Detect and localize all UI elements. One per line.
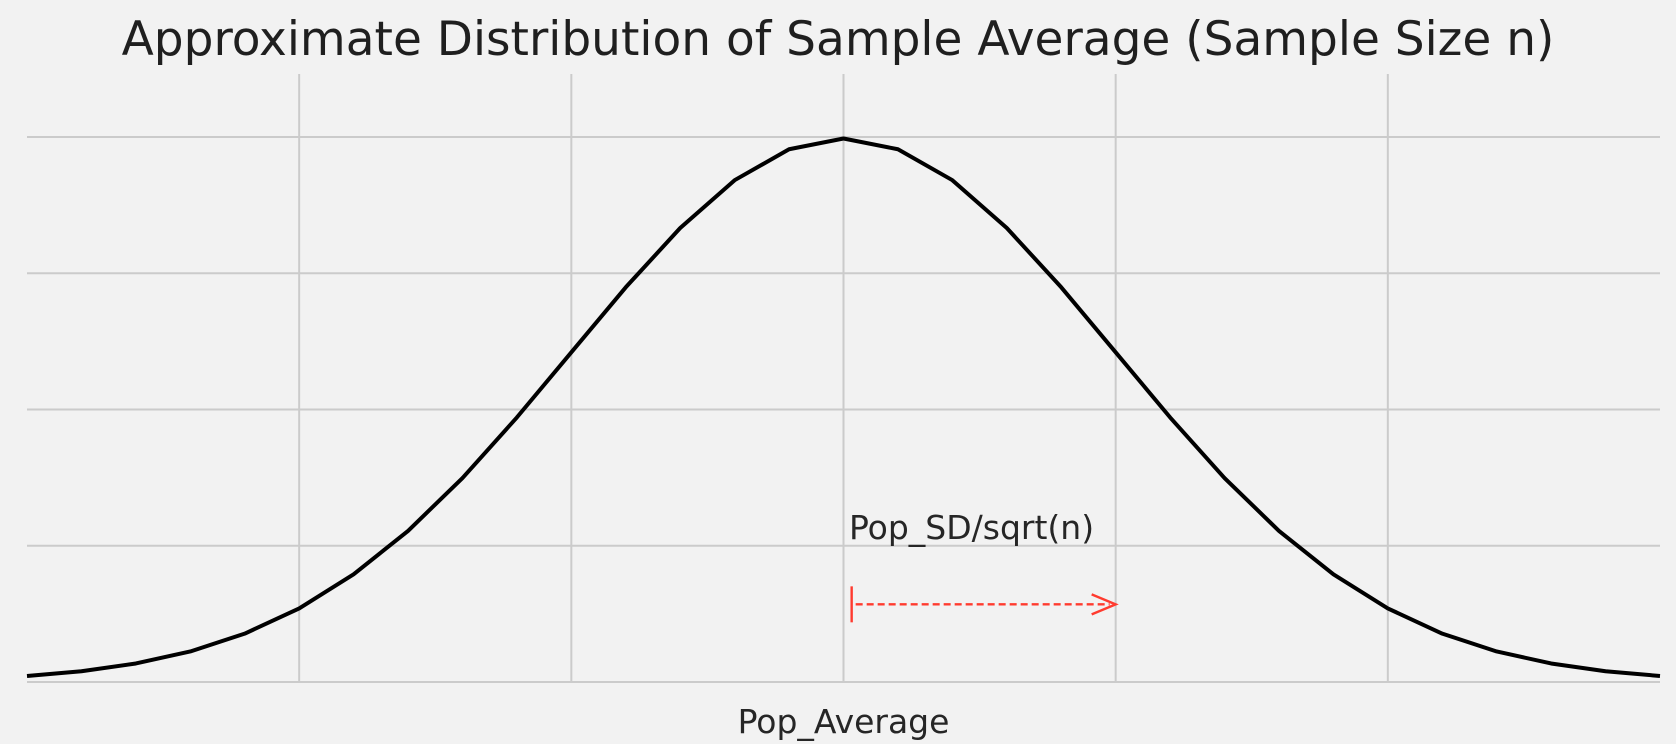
grid-lines bbox=[27, 74, 1660, 683]
normal-curve-line bbox=[26, 136, 1661, 678]
annotation-layer: Pop_SD/sqrt(n) bbox=[849, 508, 1119, 623]
chart-title: Approximate Distribution of Sample Avera… bbox=[122, 12, 1555, 67]
sd-arrow-head bbox=[1091, 593, 1119, 616]
x-tick-labels: Pop_Average bbox=[738, 702, 950, 741]
distribution-curve-layer bbox=[26, 136, 1661, 678]
x-tick-label-1: Pop_Average bbox=[738, 702, 950, 741]
sd-annotation-label: Pop_SD/sqrt(n) bbox=[849, 508, 1094, 547]
